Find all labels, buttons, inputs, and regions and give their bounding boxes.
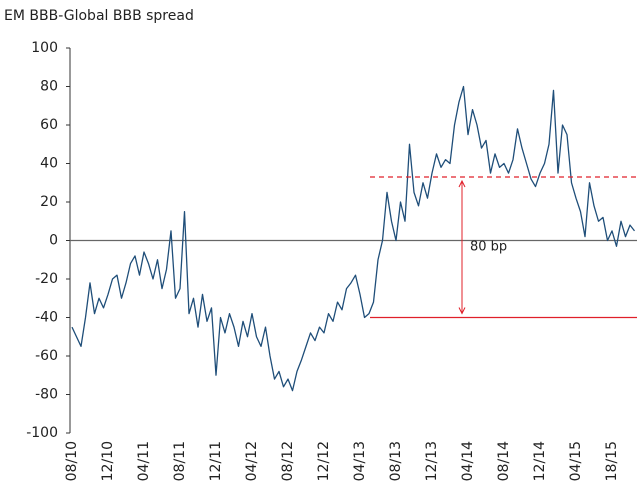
y-tick-label: 80 [40,79,58,95]
y-tick-label: -20 [35,271,58,287]
x-tick-label: 04/12 [244,441,260,481]
x-tick-label: 08/12 [280,441,296,481]
y-tick-label: 0 [49,233,58,249]
x-tick-label: 08/11 [172,441,188,481]
x-tick-label: 08/10 [64,441,80,481]
x-tick-label: 04/15 [568,441,584,481]
x-tick-label: 12/12 [316,441,332,481]
y-tick-label: 20 [40,194,58,210]
x-tick-label: 12/13 [424,441,440,481]
chart-title: EM BBB-Global BBB spread [4,8,194,24]
x-tick-label: 18/15 [604,441,620,481]
y-tick-label: 60 [40,117,58,133]
y-tick-label: -60 [35,348,58,364]
y-tick-label: -40 [35,310,58,326]
x-tick-label: 04/14 [460,441,476,481]
arrow-head [458,179,466,188]
y-tick-label: 40 [40,156,58,172]
x-tick-label: 04/11 [136,441,152,481]
x-tick-label: 12/14 [532,441,548,481]
arrow-head [458,307,466,315]
x-tick-label: 12/11 [208,441,224,481]
y-tick-label: 100 [31,40,58,56]
annotation: 80 bp [470,240,507,255]
x-tick-label: 08/14 [496,441,512,481]
series-line [71,85,636,392]
y-tick-label: -80 [35,387,58,403]
x-tick-label: 04/13 [352,441,368,481]
y-tick-label: -100 [26,425,58,441]
x-tick-label: 12/10 [100,441,116,481]
x-tick-label: 08/13 [388,441,404,481]
